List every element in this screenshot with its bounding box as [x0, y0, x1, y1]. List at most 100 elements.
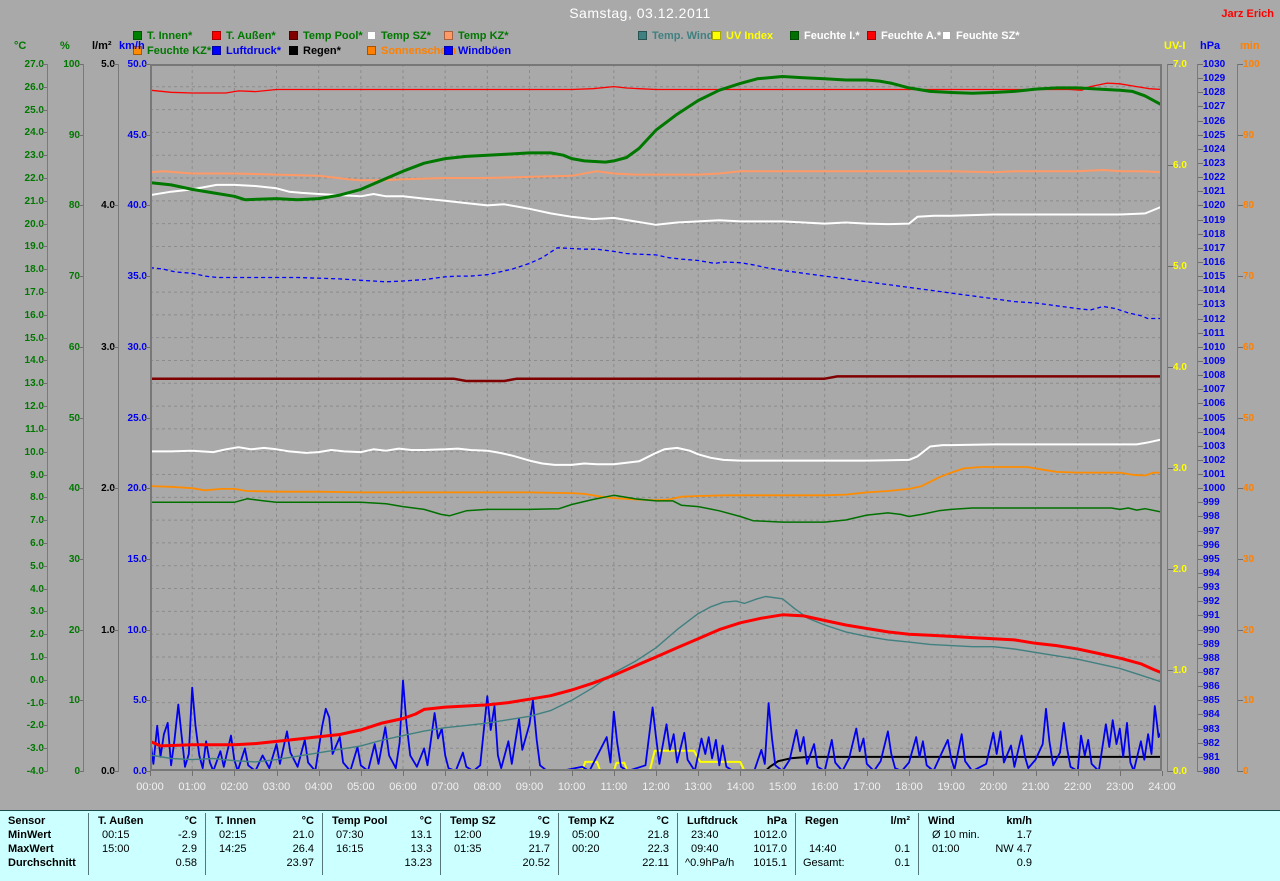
tick-label-temp: -3.0 — [26, 743, 44, 755]
legend-label: T. Innen* — [147, 29, 193, 42]
tick-label-hpa: 1000 — [1203, 483, 1226, 495]
series-temp-pool — [150, 375, 1162, 383]
x-axis-label: 21:00 — [1021, 781, 1050, 793]
tick-mark-kmh — [145, 700, 150, 702]
tick-mark-hpa — [1198, 375, 1203, 377]
series-temp-wind — [150, 595, 1162, 763]
tick-label-hpa: 1012 — [1203, 313, 1226, 325]
series-luftdruck — [150, 247, 1162, 320]
table-col-name: T. Innen — [215, 815, 256, 827]
tick-label-temp: 9.0 — [30, 469, 44, 481]
table-min-time: 05:00 — [572, 829, 600, 841]
axis-title-pct: % — [60, 40, 70, 52]
tick-mark-hpa — [1198, 120, 1203, 122]
tick-label-temp: 10.0 — [24, 446, 44, 458]
table-avg-note: Gesamt: — [803, 857, 845, 869]
table-min-value: 21.8 — [647, 829, 669, 841]
table-col-unit: km/h — [1006, 815, 1032, 827]
tick-mark-pct — [78, 417, 83, 419]
tick-mark-hpa — [1198, 191, 1203, 193]
tick-mark-hpa — [1198, 742, 1203, 744]
tick-label-hpa: 1003 — [1203, 440, 1226, 452]
x-axis-tick — [403, 771, 404, 776]
tick-mark-kmh — [145, 276, 150, 278]
tick-mark-temp — [42, 520, 47, 522]
table-col-unit: °C — [301, 815, 314, 827]
tick-label-temp: 2.0 — [30, 629, 44, 641]
legend-label: Feuchte KZ* — [147, 44, 212, 57]
tick-mark-hpa — [1198, 544, 1203, 546]
tick-mark-hpa — [1198, 573, 1203, 575]
table-row-label: MinWert — [8, 829, 52, 841]
table-max-time: 01:35 — [454, 843, 482, 855]
tick-label-pct: 80 — [68, 200, 80, 212]
tick-mark-hpa — [1198, 417, 1203, 419]
tick-mark-hpa — [1198, 431, 1203, 433]
x-axis-tick — [445, 771, 447, 776]
tick-label-temp: 12.0 — [24, 401, 44, 413]
tick-label-hpa: 985 — [1203, 695, 1220, 707]
tick-label-pct: 60 — [68, 341, 80, 353]
tick-mark-hpa — [1198, 672, 1203, 674]
tick-label-hpa: 996 — [1203, 539, 1220, 551]
table-min-value: 1.7 — [1016, 829, 1032, 841]
legend-label: T. Außen* — [226, 29, 276, 42]
x-axis-tick — [909, 771, 910, 776]
tick-mark-pct — [78, 64, 83, 65]
tick-mark-hpa — [1198, 488, 1203, 490]
x-axis-tick — [318, 771, 320, 776]
tick-label-min: 40 — [1243, 483, 1255, 495]
table-min-time: 02:15 — [219, 829, 247, 841]
tick-label-hpa: 995 — [1203, 553, 1220, 565]
tick-mark-temp — [42, 428, 47, 430]
legend-label: Feuchte I.* — [804, 29, 860, 42]
x-axis-label: 16:00 — [810, 781, 839, 793]
axis-line-uv — [1167, 64, 1168, 772]
table-max-value: NW 4.7 — [995, 843, 1032, 855]
x-axis-tick — [613, 771, 615, 776]
tick-mark-temp — [42, 337, 47, 339]
table-max-time: 16:15 — [336, 843, 364, 855]
series-t-innen — [150, 75, 1162, 202]
tick-label-pct: 70 — [68, 271, 80, 283]
legend-swatch — [444, 31, 453, 40]
tick-mark-temp — [42, 565, 47, 567]
x-axis-label: 07:00 — [431, 781, 459, 793]
table-col-unit: l/m² — [890, 815, 910, 827]
grid-lines — [150, 64, 1162, 771]
table-max-value: 21.7 — [528, 843, 550, 855]
author-label: Jarz Erich — [1221, 8, 1274, 20]
tick-mark-temp — [42, 246, 47, 248]
x-axis-tick — [993, 771, 995, 776]
tick-mark-kmh — [145, 771, 150, 772]
tick-label-min: 80 — [1243, 200, 1255, 212]
tick-mark-hpa — [1198, 587, 1203, 589]
tick-label-pct: 0 — [40, 766, 80, 777]
tick-mark-temp — [42, 611, 47, 613]
tick-label-hpa: 1024 — [1203, 143, 1226, 155]
tick-mark-min — [1238, 558, 1243, 560]
tick-mark-hpa — [1198, 276, 1203, 278]
legend-swatch — [712, 31, 721, 40]
tick-mark-uv — [1168, 367, 1173, 368]
tick-label-hpa: 987 — [1203, 667, 1220, 679]
tick-mark-hpa — [1198, 601, 1203, 603]
legend-item-uv-index: UV Index — [712, 30, 773, 42]
tick-label-temp: 13.0 — [24, 378, 44, 390]
legend-label: Sonnenschein — [381, 44, 457, 57]
tick-label-hpa: 1001 — [1203, 469, 1226, 481]
tick-mark-lm2 — [113, 64, 118, 65]
tick-mark-uv — [1168, 771, 1173, 772]
tick-label-hpa: 993 — [1203, 582, 1220, 594]
legend-item-feuchte-i-: Feuchte I.* — [790, 29, 860, 42]
x-axis-label: 18:00 — [895, 781, 923, 793]
tick-mark-min — [1238, 346, 1243, 348]
tick-label-hpa: 1027 — [1203, 101, 1226, 113]
tick-label-hpa: 1009 — [1203, 355, 1226, 367]
tick-mark-temp — [42, 155, 47, 157]
tick-label-temp: 4.0 — [30, 583, 44, 595]
tick-label-temp: 24.0 — [24, 127, 44, 139]
tick-label-kmh: 40.0 — [127, 200, 147, 212]
tick-mark-hpa — [1198, 134, 1203, 136]
